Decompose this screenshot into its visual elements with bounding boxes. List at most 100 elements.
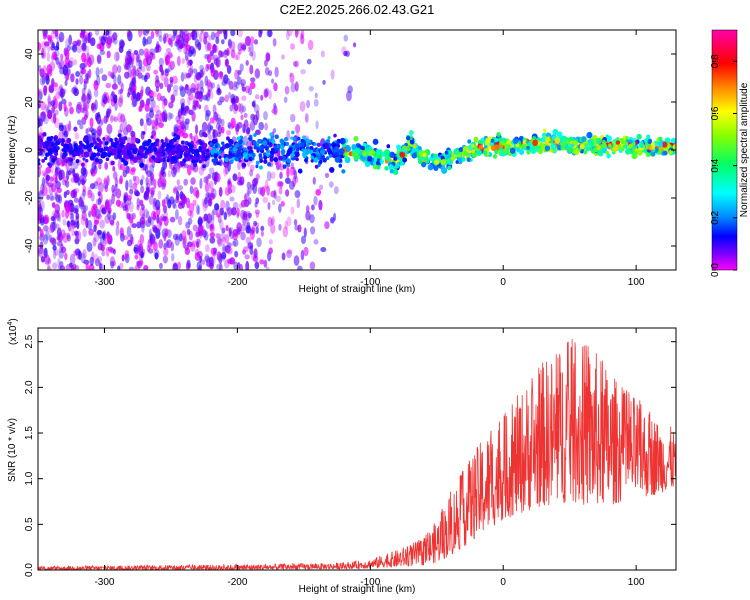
- heatmap-cell: [232, 104, 238, 115]
- heatmap-cell: [650, 141, 655, 147]
- heatmap-cell: [111, 184, 115, 193]
- heatmap-cell: [236, 212, 240, 219]
- heatmap-cell: [181, 58, 186, 64]
- heatmap-cell: [49, 237, 55, 244]
- heatmap-cell: [257, 138, 261, 143]
- heatmap-cell: [216, 161, 220, 165]
- heatmap-cell: [625, 148, 631, 155]
- heatmap-cell: [51, 51, 57, 60]
- heatmap-cell: [305, 205, 310, 213]
- heatmap-cell: [369, 149, 376, 156]
- heatmap-cell: [192, 68, 198, 74]
- heatmap-cell: [73, 58, 78, 66]
- heatmap-cell: [226, 246, 233, 255]
- heatmap-cell: [81, 52, 87, 63]
- heatmap-cell: [250, 77, 256, 83]
- heatmap-cell: [128, 188, 134, 195]
- heatmap-cell: [458, 147, 464, 153]
- heatmap-cell: [389, 151, 395, 158]
- heatmap-cell: [146, 63, 151, 72]
- heatmap-cell: [99, 67, 104, 74]
- heatmap-cell: [300, 35, 305, 45]
- heatmap-cell: [51, 262, 58, 270]
- heatmap-cell: [189, 64, 194, 75]
- heatmap-cell: [402, 157, 407, 163]
- heatmap-cell: [66, 137, 72, 144]
- heatmap-cell: [38, 42, 42, 51]
- heatmap-cell: [223, 211, 228, 221]
- heatmap-cell: [149, 164, 154, 176]
- heatmap-cell: [131, 223, 137, 229]
- heatmap-cell: [554, 138, 561, 145]
- heatmap-cell: [93, 80, 99, 91]
- heatmap-cell: [105, 246, 110, 257]
- heatmap-cell: [143, 146, 147, 151]
- heatmap-cell: [265, 52, 271, 62]
- heatmap-cell: [507, 152, 512, 157]
- heatmap-cell: [228, 39, 232, 49]
- heatmap-cell: [315, 188, 322, 196]
- heatmap-cell: [286, 216, 292, 227]
- heatmap-cell: [81, 204, 87, 214]
- heatmap-cell: [303, 246, 309, 257]
- heatmap-cell: [331, 142, 337, 148]
- heatmap-cell: [246, 221, 251, 231]
- heatmap-cell: [106, 203, 111, 212]
- heatmap-cell: [132, 148, 138, 155]
- heatmap-cell: [249, 43, 254, 53]
- heatmap-cell: [300, 249, 305, 261]
- heatmap-cell: [249, 64, 254, 75]
- heatmap-cell: [252, 183, 258, 194]
- heatmap-cell: [102, 137, 106, 141]
- heatmap-cell: [70, 177, 76, 183]
- heatmap-cell: [215, 57, 220, 68]
- heatmap-cell: [87, 90, 92, 100]
- heatmap-cell: [372, 138, 379, 145]
- heatmap-cell: [117, 74, 122, 86]
- heatmap-cell: [72, 263, 77, 270]
- heatmap-cell: [58, 131, 64, 140]
- heatmap-cell: [224, 58, 229, 67]
- heatmap-cell: [204, 255, 211, 263]
- heatmap-cell: [226, 48, 230, 56]
- heatmap-cell: [112, 143, 117, 149]
- heatmap-cell: [73, 146, 78, 152]
- heatmap-cell: [322, 157, 327, 163]
- heatmap-cell: [131, 58, 135, 66]
- heatmap-cell: [97, 243, 103, 251]
- heatmap-cell: [377, 149, 383, 155]
- heatmap-cell: [83, 144, 88, 150]
- heatmap-cell: [227, 179, 231, 185]
- heatmap-cell: [198, 145, 203, 151]
- heatmap-cell: [471, 149, 475, 154]
- heatmap-cell: [45, 229, 50, 241]
- heatmap-cell: [93, 140, 97, 145]
- heatmap-cell: [318, 184, 324, 191]
- heatmap-cell: [124, 253, 130, 264]
- heatmap-cell: [133, 189, 139, 196]
- heatmap-cell: [206, 53, 212, 64]
- heatmap-cell: [187, 96, 191, 106]
- heatmap-cell: [225, 224, 229, 232]
- heatmap-cell: [39, 241, 44, 250]
- heatmap-cell: [163, 143, 167, 147]
- heatmap-cell: [44, 104, 49, 113]
- heatmap-cell: [263, 110, 268, 121]
- heatmap-cell: [38, 158, 41, 162]
- heatmap-cell: [504, 143, 510, 150]
- heatmap-cell: [123, 193, 129, 202]
- heatmap-cell: [76, 119, 82, 126]
- heatmap-cell: [145, 86, 151, 96]
- heatmap-cell: [100, 118, 105, 125]
- heatmap-cell: [238, 203, 244, 209]
- heatmap-cell: [237, 74, 241, 86]
- heatmap-cell: [224, 157, 229, 162]
- heatmap-cell: [622, 144, 626, 149]
- heatmap-cell: [174, 41, 179, 47]
- heatmap-cell: [86, 93, 91, 105]
- heatmap-cell: [195, 43, 199, 49]
- heatmap-cell: [55, 157, 62, 166]
- heatmap-cell: [512, 137, 519, 145]
- heatmap-cell: [256, 237, 262, 248]
- heatmap-cell: [52, 248, 57, 260]
